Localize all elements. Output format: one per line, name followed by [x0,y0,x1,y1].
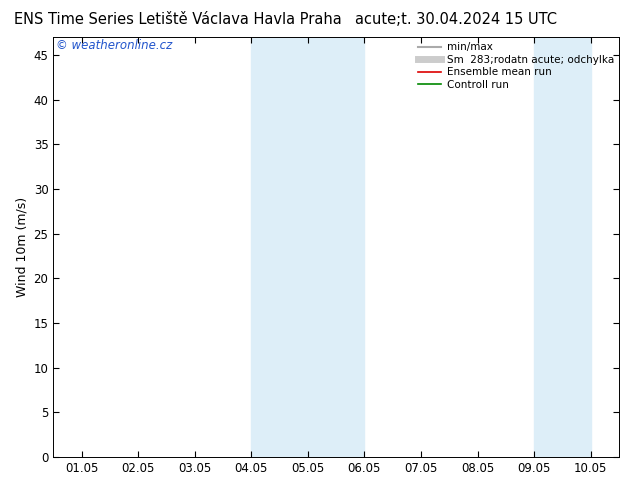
Bar [251,37,365,457]
Text: ENS Time Series Letiště Václava Havla Praha: ENS Time Series Letiště Václava Havla Pr… [14,12,341,27]
Legend: min/max, Sm  283;rodatn acute; odchylka, Ensemble mean run, Controll run: min/max, Sm 283;rodatn acute; odchylka, … [418,42,614,90]
Y-axis label: Wind 10m (m/s): Wind 10m (m/s) [15,197,28,297]
Text: © weatheronline.cz: © weatheronline.cz [56,39,172,52]
Bar [534,37,562,457]
Text: acute;t. 30.04.2024 15 UTC: acute;t. 30.04.2024 15 UTC [356,12,557,27]
Bar [562,37,591,457]
